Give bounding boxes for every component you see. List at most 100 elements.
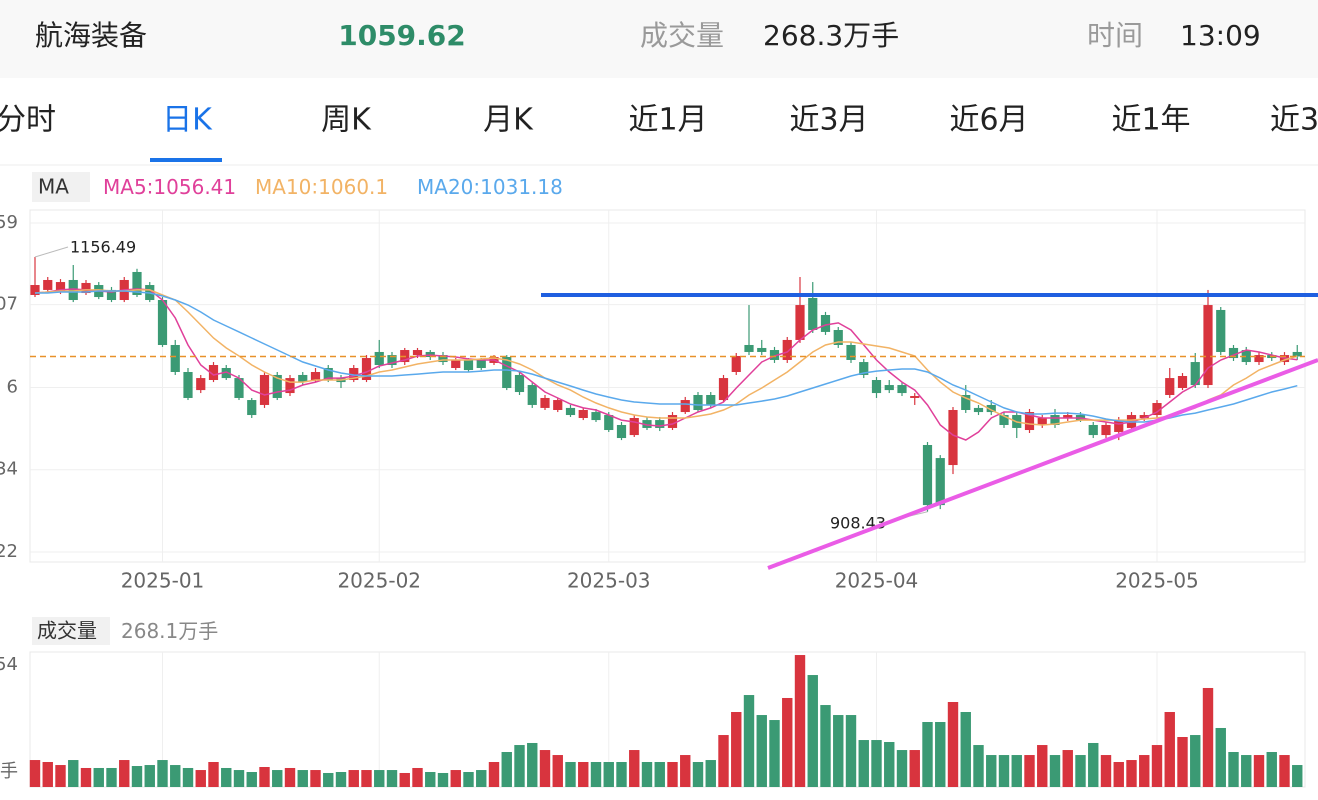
max-connector xyxy=(34,246,69,258)
candle-body xyxy=(795,305,805,340)
volume-bar xyxy=(1062,750,1073,787)
ma-line xyxy=(34,289,1298,426)
candle-body xyxy=(973,407,984,413)
ma-legend-box xyxy=(32,172,90,202)
candle-body xyxy=(387,355,397,366)
candle-body xyxy=(183,371,193,398)
volume-bar xyxy=(692,762,704,787)
candle-body xyxy=(527,385,537,405)
candle-body xyxy=(961,395,971,410)
volume-bar xyxy=(527,742,538,787)
volume-bar xyxy=(680,755,691,787)
volume-bar xyxy=(565,762,576,787)
volume-bar xyxy=(1241,755,1252,787)
tab[interactable]: 近3 xyxy=(1270,103,1318,138)
candle-body xyxy=(769,350,780,360)
candle-body xyxy=(30,285,40,295)
candle-body xyxy=(68,279,78,301)
candle-body xyxy=(234,378,244,398)
volume-bar xyxy=(641,762,653,787)
volume-bar xyxy=(450,770,461,787)
tab[interactable]: 近6月 xyxy=(949,103,1028,138)
volume-bar xyxy=(756,715,767,787)
volume-bar xyxy=(1228,752,1239,787)
candle-body xyxy=(1152,403,1162,416)
candle-body xyxy=(897,385,907,394)
candle-body xyxy=(744,344,754,352)
tab[interactable]: 近1月 xyxy=(628,103,707,138)
candle-body xyxy=(247,400,257,416)
volume-bar xyxy=(1113,762,1124,787)
volume-bar xyxy=(616,762,627,787)
tab[interactable]: 近3月 xyxy=(789,103,868,138)
candle-body xyxy=(820,315,831,332)
price-panel xyxy=(29,209,1306,563)
candle-body xyxy=(349,367,359,381)
time-label: 时间 xyxy=(1087,19,1143,52)
volume-bar xyxy=(119,760,130,787)
volume-bar xyxy=(1011,755,1022,787)
candle-body xyxy=(553,400,563,410)
volume-bar xyxy=(1049,755,1061,787)
volume-bar xyxy=(871,740,882,787)
volume-bar xyxy=(284,767,296,787)
candle-body xyxy=(948,409,958,466)
candle-body xyxy=(591,412,601,421)
ma-legend: MA5:1056.41 xyxy=(103,175,236,199)
tab[interactable]: 周K xyxy=(321,103,372,138)
candle-body xyxy=(731,355,741,372)
candle-body xyxy=(1139,415,1149,419)
stock-price: 1059.62 xyxy=(338,19,466,52)
candle-body xyxy=(706,395,716,405)
volume-bar xyxy=(182,767,194,787)
candle-body xyxy=(451,359,461,368)
volume-bar xyxy=(909,750,920,787)
tab[interactable]: 近1年 xyxy=(1111,103,1190,138)
volume-bar xyxy=(221,767,232,787)
candle-body xyxy=(310,371,321,381)
plot-layer: 59 07 6 34 22 2025-01 2025-02 2025-03 2025-04 202… xyxy=(0,175,1305,787)
ma-legend: MA10:1060.1 xyxy=(255,175,388,199)
volume-label: 成交量 xyxy=(640,19,724,52)
candle-body xyxy=(629,418,639,436)
volume-bar xyxy=(1024,755,1035,787)
volume-bar xyxy=(935,722,946,787)
tab[interactable]: 分时 xyxy=(0,103,56,138)
ma-legend-name: MA5 xyxy=(103,175,147,199)
volume-bar xyxy=(1215,727,1226,787)
candle-body xyxy=(476,359,486,368)
candle-body xyxy=(782,339,792,360)
volume-bar xyxy=(412,767,423,787)
candle-body xyxy=(208,365,219,381)
volume-legend-value: 268.1万手 xyxy=(121,619,218,643)
volume-bar xyxy=(1139,755,1150,787)
candle-body xyxy=(55,282,66,293)
volume-bar xyxy=(463,772,474,787)
volume-bar xyxy=(501,752,512,787)
candle-body xyxy=(157,300,168,345)
candle-body xyxy=(693,395,703,410)
candle-body xyxy=(412,350,423,356)
volume-bar xyxy=(1202,687,1214,787)
volume-bar xyxy=(794,655,806,787)
volume-bar xyxy=(335,772,347,787)
candle-body xyxy=(642,420,652,428)
volume-legend-unit: 万手 xyxy=(178,619,218,643)
tab[interactable]: 日K xyxy=(162,103,213,138)
volume-bar xyxy=(667,762,678,787)
candle-body xyxy=(196,378,206,391)
time-value: 13:09 xyxy=(1180,19,1261,52)
volume-bar xyxy=(590,762,602,787)
y-tick-label: 6 xyxy=(7,376,18,397)
y-tick-label: 54 xyxy=(0,654,18,675)
tab[interactable]: 月K xyxy=(483,103,534,138)
volume-legend-box xyxy=(32,617,110,645)
volume-bar xyxy=(1266,752,1277,787)
candle-body xyxy=(81,282,91,294)
volume-bar xyxy=(437,772,449,787)
candle-body xyxy=(1165,378,1175,396)
volume-bar xyxy=(629,750,640,787)
stock-name: 航海装备 xyxy=(35,19,147,52)
candle-body xyxy=(106,289,117,301)
